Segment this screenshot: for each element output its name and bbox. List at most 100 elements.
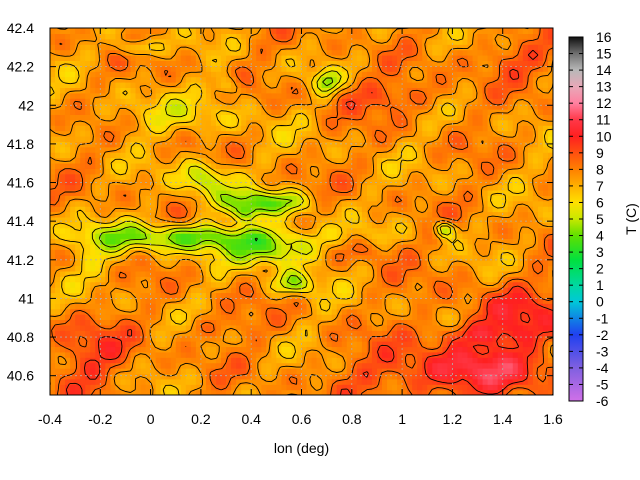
heatmap-cell	[532, 292, 539, 299]
heatmap-cell	[397, 357, 403, 364]
heatmap-cell	[256, 287, 262, 294]
heatmap-cell	[542, 324, 549, 331]
heatmap-cell	[427, 141, 433, 148]
heatmap-cell	[50, 265, 56, 272]
heatmap-cell	[266, 324, 272, 331]
heatmap-cell	[221, 233, 227, 240]
heatmap-cell	[261, 162, 267, 169]
heatmap-cell	[392, 152, 398, 159]
heatmap-cell	[457, 173, 464, 180]
heatmap-cell	[417, 281, 423, 288]
heatmap-cell	[412, 125, 418, 132]
heatmap-cell	[417, 233, 423, 240]
heatmap-cell	[527, 270, 534, 277]
heatmap-cell	[231, 270, 237, 277]
heatmap-cell	[432, 125, 438, 132]
heatmap-cell	[130, 368, 137, 375]
heatmap-cell	[497, 179, 504, 186]
heatmap-cell	[286, 276, 293, 283]
heatmap-cell	[276, 233, 282, 240]
heatmap-cell	[387, 292, 393, 299]
heatmap-cell	[422, 249, 428, 256]
heatmap-cell	[226, 200, 232, 207]
heatmap-cell	[326, 297, 333, 304]
heatmap-cell	[351, 135, 358, 142]
heatmap-cell	[286, 265, 293, 272]
heatmap-cell	[115, 373, 122, 380]
heatmap-cell	[120, 152, 127, 159]
heatmap-cell	[100, 297, 106, 304]
heatmap-cell	[402, 341, 408, 348]
heatmap-cell	[110, 308, 116, 315]
heatmap-cell	[75, 373, 81, 380]
heatmap-cell	[497, 265, 504, 272]
heatmap-cell	[427, 146, 433, 153]
heatmap-cell	[512, 341, 519, 348]
heatmap-cell	[376, 265, 383, 272]
heatmap-cell	[392, 216, 398, 223]
heatmap-cell	[110, 389, 116, 395]
heatmap-cell	[140, 389, 147, 395]
heatmap-cell	[432, 227, 438, 234]
heatmap-cell	[477, 195, 484, 202]
heatmap-cell	[135, 184, 142, 191]
heatmap-cell	[427, 292, 433, 299]
heatmap-cell	[246, 249, 252, 256]
heatmap-cell	[407, 384, 413, 391]
heatmap-cell	[407, 281, 413, 288]
heatmap-cell	[105, 184, 111, 191]
heatmap-cell	[155, 341, 162, 348]
heatmap-cell	[532, 141, 539, 148]
heatmap-cell	[180, 238, 187, 245]
heatmap-cell	[467, 184, 474, 191]
heatmap-cell	[291, 384, 298, 391]
heatmap-cell	[296, 211, 303, 218]
heatmap-cell	[376, 389, 383, 395]
heatmap-cell	[397, 238, 403, 245]
heatmap-cell	[180, 287, 187, 294]
heatmap-cell	[241, 243, 247, 250]
heatmap-cell	[50, 211, 56, 218]
heatmap-cell	[125, 324, 132, 331]
heatmap-cell	[447, 389, 453, 395]
heatmap-cell	[246, 130, 252, 137]
heatmap-cell	[165, 362, 172, 369]
heatmap-cell	[105, 222, 111, 229]
heatmap-cell	[487, 346, 494, 353]
heatmap-cell	[427, 200, 433, 207]
heatmap-cell	[371, 341, 378, 348]
heatmap-cell	[150, 357, 157, 364]
heatmap-cell	[90, 281, 96, 288]
heatmap-cell	[376, 130, 383, 137]
heatmap-cell	[326, 324, 333, 331]
heatmap-cell	[105, 195, 111, 202]
heatmap-cell	[261, 346, 267, 353]
heatmap-cell	[140, 189, 147, 196]
heatmap-cell	[175, 341, 182, 348]
heatmap-cell	[50, 378, 56, 385]
heatmap-cell	[417, 216, 423, 223]
heatmap-cell	[512, 152, 519, 159]
heatmap-cell	[110, 211, 116, 218]
heatmap-cell	[447, 233, 453, 240]
heatmap-cell	[472, 351, 479, 358]
heatmap-cell	[407, 173, 413, 180]
heatmap-cell	[527, 233, 534, 240]
heatmap-cell	[316, 179, 323, 186]
heatmap-cell	[316, 168, 323, 175]
heatmap-cell	[281, 206, 288, 213]
heatmap-cell	[477, 308, 484, 315]
heatmap-cell	[195, 292, 202, 299]
heatmap-cell	[306, 362, 313, 369]
heatmap-cell	[482, 357, 489, 364]
heatmap-cell	[371, 200, 378, 207]
heatmap-cell	[507, 227, 514, 234]
heatmap-cell	[170, 189, 177, 196]
heatmap-cell	[321, 378, 328, 385]
heatmap-cell	[210, 173, 217, 180]
heatmap-cell	[452, 276, 459, 283]
heatmap-cell	[361, 368, 368, 375]
heatmap-cell	[351, 265, 358, 272]
heatmap-cell	[462, 389, 469, 395]
heatmap-cell	[115, 292, 122, 299]
